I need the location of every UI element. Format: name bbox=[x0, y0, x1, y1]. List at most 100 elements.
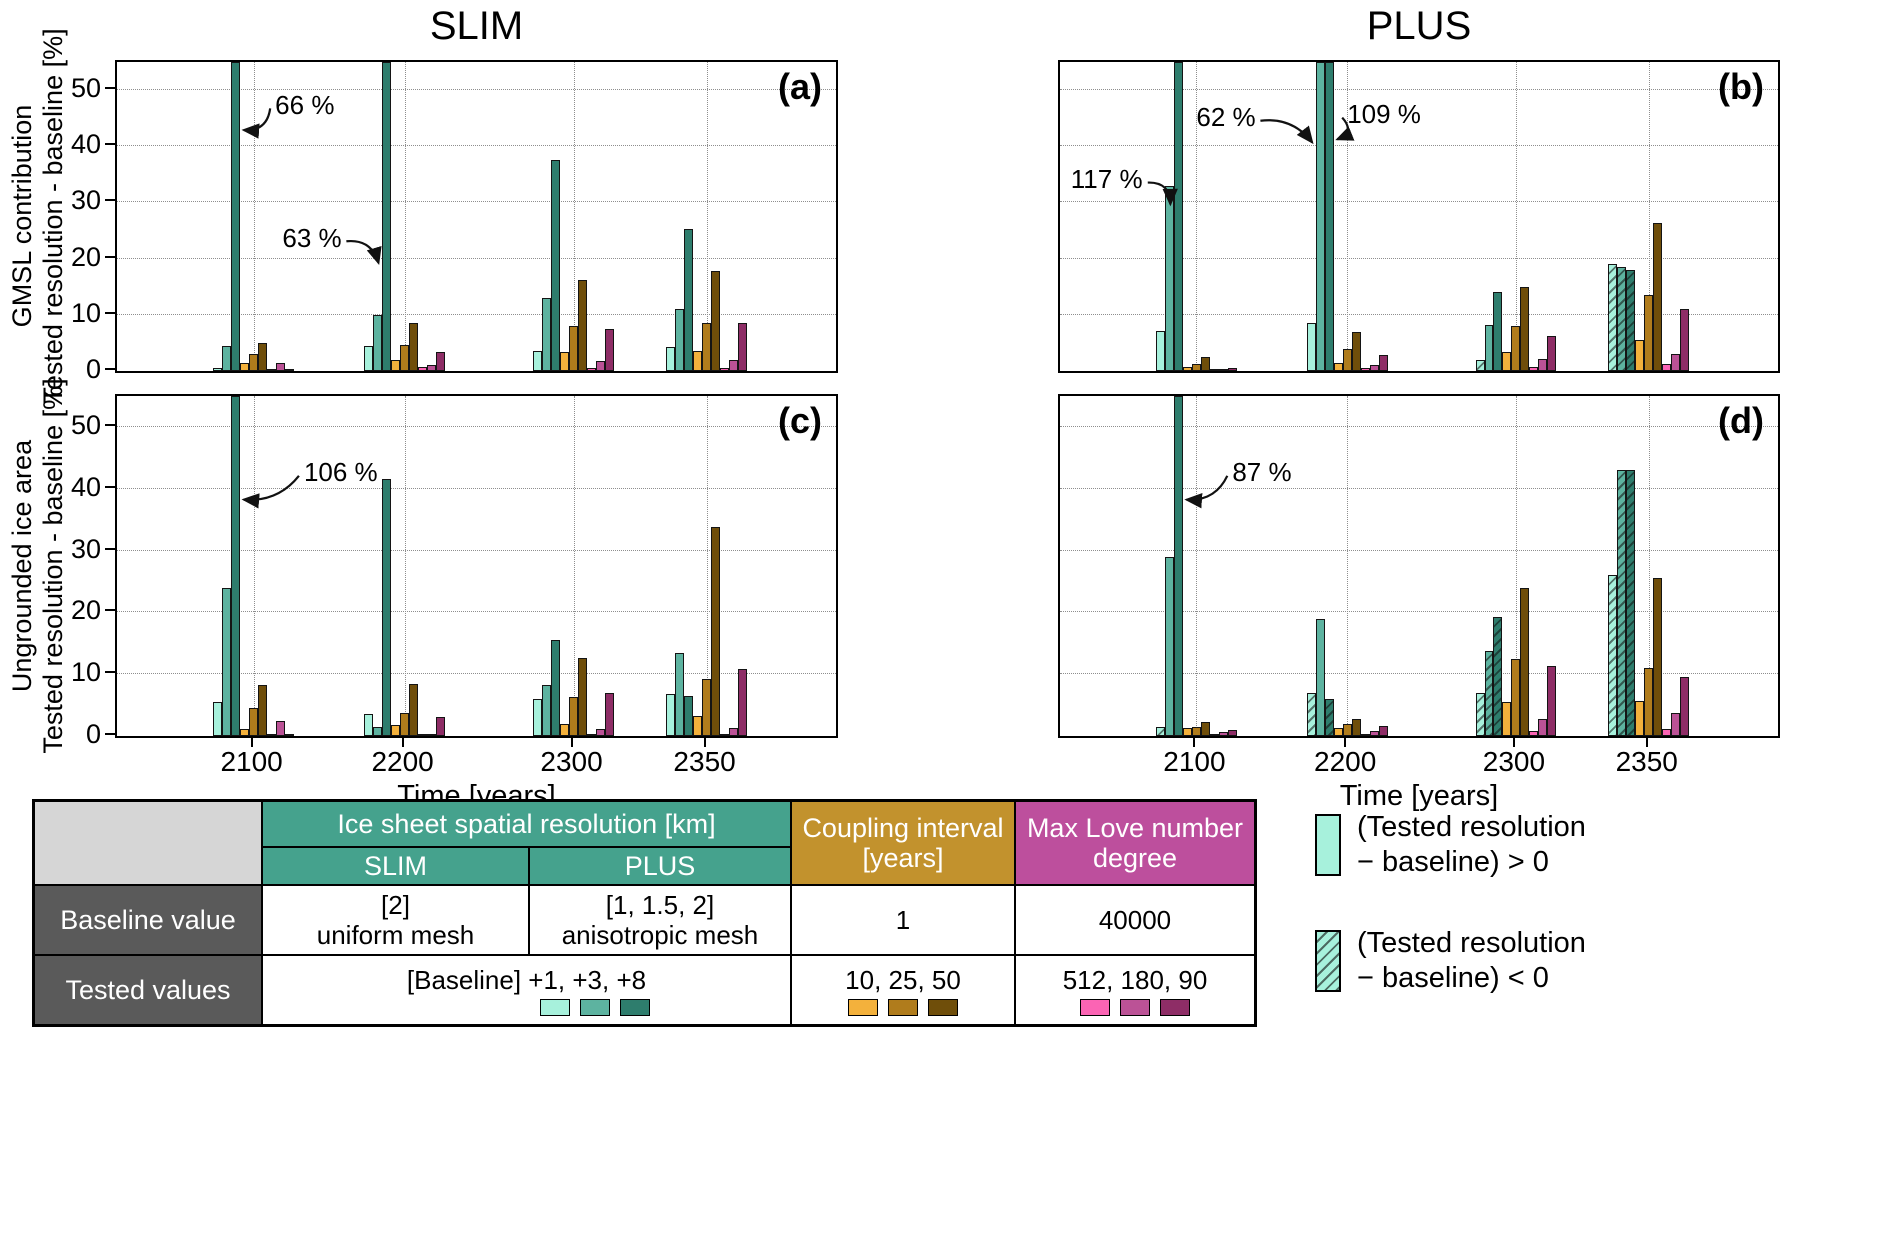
bar-coupling-25-yr bbox=[249, 708, 259, 736]
h-gridline bbox=[117, 425, 836, 427]
bar-love-degree-180 bbox=[596, 360, 606, 371]
y-tick-label: 20 bbox=[70, 241, 101, 272]
bar-love-degree-90 bbox=[1680, 309, 1690, 371]
legend-positive-line2: − baseline) > 0 bbox=[1357, 846, 1549, 878]
bar-love-degree-512 bbox=[1662, 364, 1672, 371]
bar-resolution-+1-km bbox=[1475, 692, 1485, 736]
x-tick-label: 2300 bbox=[1482, 746, 1546, 777]
x-tick-label: 2350 bbox=[1615, 746, 1678, 777]
y-tick-mark bbox=[105, 311, 115, 314]
bar-love-degree-180 bbox=[1218, 369, 1228, 371]
bar-love-degree-180 bbox=[596, 729, 606, 736]
bar-coupling-10-yr bbox=[391, 724, 401, 736]
panel-d: (d) 87 % 2100 2200 2300 2350 Time [years] bbox=[1058, 394, 1780, 812]
bar-resolution-+1-km bbox=[1306, 323, 1316, 371]
annotation-text: 109 % bbox=[1347, 99, 1421, 130]
bar-resolution-+8-km bbox=[1493, 617, 1503, 736]
v-gridline bbox=[253, 396, 255, 736]
x-tick-mark bbox=[1645, 738, 1648, 747]
bar-coupling-10-yr bbox=[1333, 727, 1343, 736]
bar-resolution-+8-km bbox=[551, 640, 561, 736]
bar-coupling-50-yr bbox=[1351, 718, 1361, 736]
table-subheader-plus: PLUS bbox=[529, 847, 791, 885]
h-gridline bbox=[117, 487, 836, 489]
table-row-baseline-label: Baseline value bbox=[34, 885, 262, 955]
bar-resolution-+3-km bbox=[1165, 185, 1174, 371]
v-gridline bbox=[1347, 62, 1349, 371]
x-tick-label: 2350 bbox=[673, 746, 736, 777]
bar-coupling-25-yr bbox=[569, 326, 579, 371]
bar-coupling-10-yr bbox=[560, 723, 570, 736]
h-gridline bbox=[117, 201, 836, 203]
swatch-love2 bbox=[1120, 998, 1150, 1016]
tested-coupling-text: 10, 25, 50 bbox=[845, 964, 961, 995]
h-gridline bbox=[1060, 89, 1778, 91]
bar-coupling-25-yr bbox=[1644, 295, 1654, 371]
h-gridline bbox=[117, 89, 836, 91]
ylabel-bottom-line1: Ungrounded ice area bbox=[7, 439, 37, 693]
bar-coupling-10-yr bbox=[1502, 702, 1512, 736]
x-tick-mark bbox=[250, 738, 253, 747]
bar-resolution-+8-km bbox=[1173, 62, 1183, 371]
bar-love-degree-512 bbox=[1209, 734, 1219, 736]
x-tick-mark bbox=[401, 738, 404, 747]
bar-resolution-+1-km bbox=[1608, 575, 1618, 736]
bar-coupling-10-yr bbox=[1502, 352, 1512, 371]
baseline-plus-line2: anisotropic mesh bbox=[561, 920, 759, 950]
bar-love-degree-90 bbox=[1547, 666, 1557, 736]
love-header-line2: degree bbox=[1092, 843, 1178, 873]
bar-coupling-10-yr bbox=[1182, 727, 1192, 736]
tested-love-text: 512, 180, 90 bbox=[1062, 964, 1208, 995]
panel-a: (a) 66 % 63 % 0 10 20 30 40 50 bbox=[71, 60, 838, 384]
v-gridline bbox=[1515, 396, 1517, 736]
tested-love-cell: 512, 180, 90 bbox=[1015, 955, 1255, 1025]
panel-letter: (b) bbox=[1718, 66, 1764, 107]
bar-love-degree-512 bbox=[267, 368, 277, 371]
bar-love-degree-512 bbox=[720, 368, 730, 371]
annotation-text: 87 % bbox=[1232, 457, 1292, 488]
h-gridline bbox=[117, 313, 836, 315]
legend-positive-text: (Tested resolution − baseline) > 0 bbox=[1357, 810, 1586, 880]
bar-coupling-25-yr bbox=[702, 323, 712, 371]
panel-letter: (d) bbox=[1718, 400, 1764, 441]
bar-resolution-+1-km bbox=[666, 346, 676, 371]
bar-love-degree-512 bbox=[1529, 366, 1539, 371]
bar-love-degree-90 bbox=[436, 352, 446, 371]
v-gridline bbox=[1648, 396, 1650, 736]
x-tick-mark bbox=[1344, 738, 1347, 747]
love-header-line1: Max Love number bbox=[1026, 813, 1244, 843]
bar-love-degree-180 bbox=[729, 727, 739, 736]
annotation-text: 106 % bbox=[303, 457, 378, 488]
panel-letter: (a) bbox=[778, 66, 822, 107]
bar-love-degree-180 bbox=[1369, 731, 1379, 736]
h-gridline bbox=[117, 549, 836, 551]
v-gridline bbox=[404, 62, 406, 371]
legend-negative-text: (Tested resolution − baseline) < 0 bbox=[1357, 926, 1586, 996]
bar-coupling-50-yr bbox=[578, 280, 588, 371]
bar-resolution-+8-km bbox=[551, 160, 561, 371]
v-gridline bbox=[1347, 396, 1349, 736]
swatch-love1 bbox=[1080, 998, 1110, 1016]
h-gridline bbox=[117, 145, 836, 147]
bar-love-degree-180 bbox=[1671, 354, 1681, 371]
bar-love-degree-90 bbox=[605, 692, 614, 736]
bar-love-degree-90 bbox=[1680, 677, 1690, 736]
bar-love-degree-180 bbox=[427, 365, 437, 371]
bar-love-degree-90 bbox=[1227, 367, 1237, 371]
y-tick-label: 10 bbox=[70, 657, 101, 688]
y-tick-label: 20 bbox=[70, 595, 101, 626]
y-tick-label: 0 bbox=[85, 719, 101, 749]
h-gridline bbox=[1060, 611, 1778, 613]
panel-b: (b) 117 % 62 % 109 % bbox=[1058, 60, 1780, 373]
legend-negative-swatch bbox=[1315, 930, 1341, 992]
annotation-arrow bbox=[241, 108, 272, 139]
legend-negative-line1: (Tested resolution bbox=[1357, 927, 1586, 959]
bar-coupling-25-yr bbox=[1191, 364, 1201, 371]
legend-negative-line2: − baseline) < 0 bbox=[1357, 962, 1549, 994]
bar-coupling-50-yr bbox=[1653, 578, 1663, 736]
bar-resolution-+3-km bbox=[542, 297, 552, 371]
annotation-text: 63 % bbox=[282, 222, 342, 253]
bar-coupling-25-yr bbox=[1511, 326, 1521, 371]
v-gridline bbox=[1515, 62, 1517, 371]
